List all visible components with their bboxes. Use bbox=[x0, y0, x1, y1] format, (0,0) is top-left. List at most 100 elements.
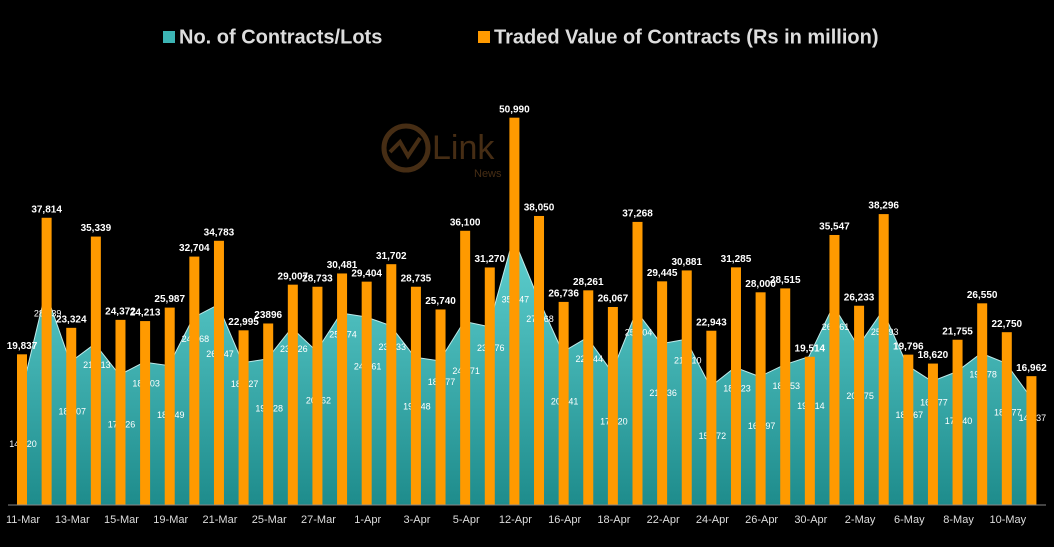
bar-value-label: 38,050 bbox=[524, 203, 555, 214]
watermark: Link News bbox=[381, 123, 502, 180]
x-tick-label: 27-Mar bbox=[301, 514, 336, 526]
bar bbox=[361, 281, 372, 505]
bar-value-label: 26,736 bbox=[548, 289, 579, 300]
bar-value-label: 38,296 bbox=[868, 201, 899, 212]
x-tick-label: 25-Mar bbox=[252, 514, 287, 526]
x-tick-label: 10-May bbox=[989, 514, 1026, 526]
bar-value-label: 22,943 bbox=[696, 317, 727, 328]
bar bbox=[164, 307, 175, 505]
bar bbox=[927, 363, 938, 505]
bar bbox=[337, 273, 348, 505]
bar bbox=[977, 303, 988, 505]
bar-value-label: 32,704 bbox=[179, 243, 210, 254]
bar bbox=[435, 309, 446, 505]
bar-value-label: 30,881 bbox=[671, 257, 702, 268]
bar-value-label: 31,285 bbox=[721, 254, 752, 265]
bar bbox=[952, 339, 963, 505]
bar bbox=[509, 117, 520, 505]
bar-value-label: 37,814 bbox=[31, 204, 62, 215]
x-tick-label: 19-Mar bbox=[153, 514, 188, 526]
bar bbox=[115, 319, 126, 505]
x-tick-label: 1-Apr bbox=[354, 514, 381, 526]
bar bbox=[607, 306, 618, 505]
x-tick-label: 5-Apr bbox=[453, 514, 480, 526]
bar bbox=[312, 286, 323, 505]
bar bbox=[189, 256, 200, 505]
bar bbox=[484, 267, 495, 505]
bar-value-label: 30,481 bbox=[327, 260, 358, 271]
bar bbox=[681, 270, 692, 505]
bar-value-label: 25,987 bbox=[154, 294, 185, 305]
bar-value-label: 31,702 bbox=[376, 251, 407, 262]
bar-value-label: 37,268 bbox=[622, 209, 653, 220]
bar bbox=[878, 214, 889, 505]
bar-value-label: 23,324 bbox=[56, 314, 87, 325]
x-tick-label: 8-May bbox=[943, 514, 974, 526]
bar-value-label: 35,339 bbox=[81, 223, 112, 234]
bar-value-label: 29,445 bbox=[647, 268, 678, 279]
bar-value-label: 35,547 bbox=[819, 222, 850, 233]
bar bbox=[263, 323, 274, 505]
bar-value-label: 28,515 bbox=[770, 275, 801, 286]
legend-swatch bbox=[163, 31, 175, 43]
bar bbox=[90, 236, 101, 506]
bar-value-label: 24,372 bbox=[105, 307, 136, 318]
x-tick-label: 2-May bbox=[845, 514, 876, 526]
watermark-text: Link bbox=[432, 129, 495, 167]
bar bbox=[558, 301, 569, 505]
bar bbox=[238, 330, 249, 505]
watermark-sub: News bbox=[474, 168, 502, 180]
bar bbox=[213, 240, 224, 506]
bar bbox=[706, 330, 717, 505]
bar bbox=[17, 354, 27, 505]
bar-value-label: 19,796 bbox=[893, 341, 924, 352]
bar-value-label: 29,404 bbox=[351, 268, 382, 279]
bar-value-label: 26,067 bbox=[598, 294, 629, 305]
bar bbox=[730, 267, 741, 505]
x-tick-label: 26-Apr bbox=[745, 514, 778, 526]
bar-value-label: 24,213 bbox=[130, 308, 161, 319]
legend-label: No. of Contracts/Lots bbox=[179, 26, 382, 48]
bar bbox=[1001, 332, 1012, 505]
bar bbox=[287, 284, 298, 505]
bar-value-label: 18,620 bbox=[918, 350, 949, 361]
bar bbox=[41, 217, 52, 505]
x-tick-label: 12-Apr bbox=[499, 514, 532, 526]
bar-value-label: 28,261 bbox=[573, 277, 604, 288]
bar-value-label: 16,962 bbox=[1016, 363, 1047, 374]
x-tick-label: 16-Apr bbox=[548, 514, 581, 526]
bar bbox=[755, 292, 766, 505]
x-tick-label: 21-Mar bbox=[203, 514, 238, 526]
legend-swatch bbox=[478, 31, 490, 43]
bar bbox=[829, 234, 840, 505]
bar-value-label: 50,990 bbox=[499, 104, 530, 115]
bar bbox=[804, 356, 815, 505]
bar-value-label: 28,000 bbox=[745, 279, 776, 290]
bar-value-label: 22,995 bbox=[228, 317, 259, 328]
x-tick-label: 24-Apr bbox=[696, 514, 729, 526]
x-tick-label: 22-Apr bbox=[647, 514, 680, 526]
bar bbox=[1026, 376, 1037, 505]
bar bbox=[657, 281, 668, 505]
bar-value-label: 23896 bbox=[254, 310, 282, 321]
bar-value-label: 29,007 bbox=[278, 271, 309, 282]
bar-value-label: 19,837 bbox=[7, 341, 38, 352]
logo-ring bbox=[381, 123, 431, 173]
bar bbox=[583, 290, 594, 505]
x-tick-label: 3-Apr bbox=[403, 514, 430, 526]
bar-value-label: 21,755 bbox=[942, 326, 973, 337]
bar bbox=[854, 305, 865, 505]
bar-value-label: 34,783 bbox=[204, 227, 235, 238]
x-tick-label: 13-Mar bbox=[55, 514, 90, 526]
bar-value-label: 28,733 bbox=[302, 273, 333, 284]
x-tick-label: 30-Apr bbox=[794, 514, 827, 526]
bar-value-label: 19,514 bbox=[795, 343, 826, 354]
bar-value-label: 31,270 bbox=[474, 254, 505, 265]
bar-value-label: 28,735 bbox=[401, 273, 432, 284]
bar bbox=[903, 354, 914, 505]
bar-value-label: 26,550 bbox=[967, 290, 998, 301]
bar-value-label: 36,100 bbox=[450, 217, 481, 228]
logo-mark bbox=[388, 136, 422, 160]
